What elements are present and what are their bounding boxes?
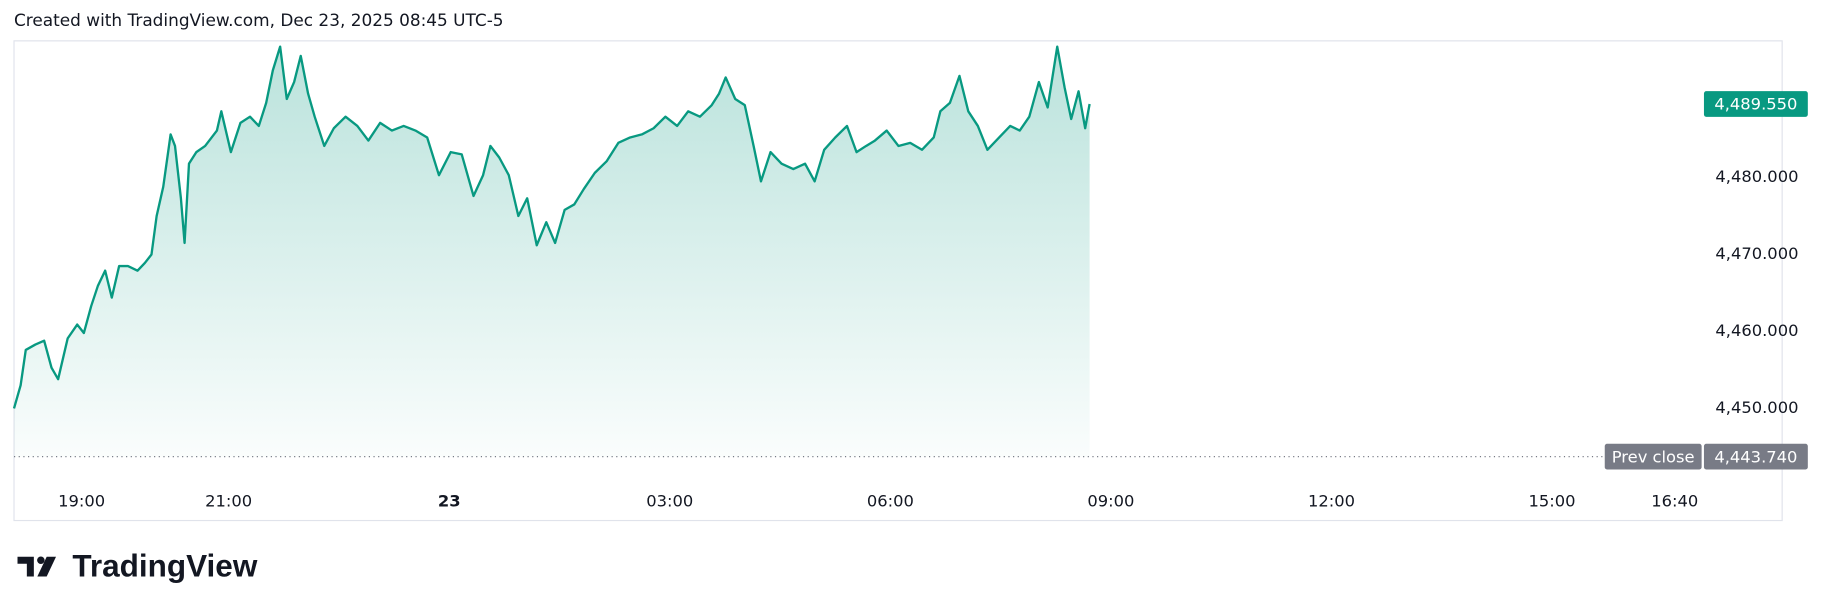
prev-close-badge [1604, 443, 1702, 470]
price-badge-label: 4,489.550 [1714, 95, 1797, 114]
price-badge [1703, 91, 1808, 117]
x-tick-label: 23 [438, 491, 461, 510]
y-tick-label: 4,450.000 [1715, 398, 1798, 417]
area-fill [14, 46, 1090, 457]
x-tick-label: 12:00 [1308, 491, 1355, 510]
y-tick-label: 4,460.000 [1715, 321, 1798, 340]
prev-close-name: Prev close [1612, 447, 1695, 466]
x-tick-label: 15:00 [1529, 491, 1576, 510]
logo: TradingView [17, 548, 258, 584]
x-tick-label: 19:00 [58, 491, 105, 510]
plot-frame [13, 40, 1783, 522]
price-line [12, 45, 1091, 409]
x-tick-label: 03:00 [646, 491, 693, 510]
logo-mark [17, 556, 34, 577]
logo-mark [37, 556, 45, 564]
x-tick-label: 06:00 [867, 491, 914, 510]
logo-text: TradingView [72, 548, 257, 584]
y-tick-label: 4,470.000 [1715, 244, 1798, 263]
x-tick-label: 21:00 [205, 491, 252, 510]
x-tick-label: 09:00 [1087, 491, 1134, 510]
x-tick-label: 16:40 [1651, 491, 1698, 510]
prev-close-value: 4,443.740 [1714, 447, 1797, 466]
y-tick-label: 4,480.000 [1715, 167, 1798, 186]
prev-close-value-badge [1703, 443, 1808, 470]
header: Created with TradingView.com, Dec 23, 20… [14, 10, 504, 30]
logo-mark [37, 556, 57, 577]
